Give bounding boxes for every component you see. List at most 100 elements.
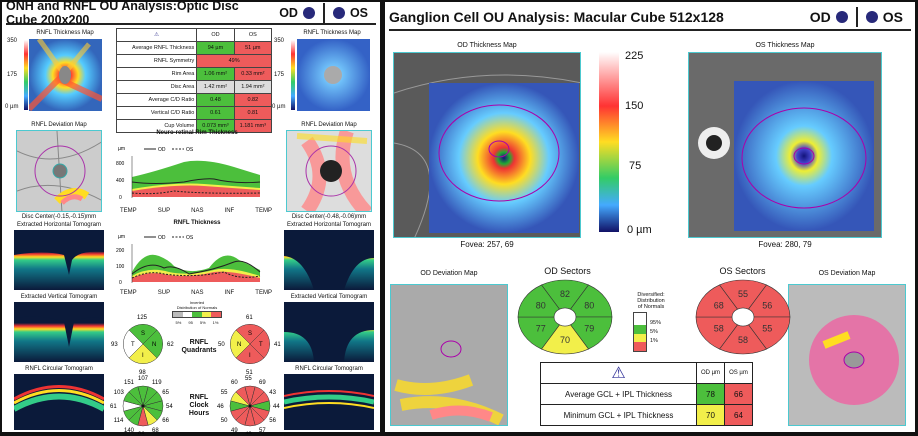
table-row: Cup Volume 0.073 mm³ 1.181 mm³ [115,119,273,133]
legend-od: OD [158,235,166,241]
svg-text:T: T [131,342,135,348]
legend-title-1: Inverted [189,300,205,305]
rnfl-unit: µm [118,234,125,240]
svg-text:T: T [259,342,263,348]
table-row: Minimum GCL + IPL Thickness 70 64 [540,404,753,426]
legend-tick: 5% [175,320,182,325]
legend-title-line: of Normals [637,304,665,310]
scale-max: 350 [274,38,285,44]
od-rnfl-deviation-map [16,130,102,212]
x-tick: TEMP [120,208,137,214]
label-line: RNFL [189,339,209,346]
sector-value: 55 [762,324,772,334]
clock-hour-value: 46 [217,404,224,410]
od-sectors-chart: 82 80 79 70 77 80 [517,279,613,355]
clock-hour-value: 103 [114,390,125,396]
sector-value: 80 [536,301,546,311]
os-quadrant-n-value: 50 [218,342,225,348]
table-row: RNFL Symmetry 49% [115,54,272,68]
label-line: Quadrants [181,347,217,354]
os-scale-bar [291,40,295,110]
clock-hour-value: 69 [259,380,266,386]
legend-title-2: Distribution of Normals [176,305,218,310]
os-rnfl-thickness-map [297,39,370,111]
sector-value: 79 [584,324,594,334]
onh-rnfl-panel: ONH and RNFL OU Analysis:Optic Disc Cube… [2,0,380,434]
clock-hour-value: 61 [110,404,117,410]
sector-value: 68 [714,301,724,311]
os-value: 1.94 mm² [233,80,273,94]
od-eye-icon [835,11,848,23]
svg-text:I: I [142,353,144,359]
sector-top-left [695,284,738,318]
sector-top [719,279,767,310]
svg-text:I: I [249,353,251,359]
scale-225: 225 [625,50,644,62]
left-title: ONH and RNFL OU Analysis:Optic Disc Cube… [6,0,239,27]
od-quadrant-i-value: 98 [139,370,146,376]
os-value: 1.181 mm³ [233,119,273,133]
sector-value: 82 [560,289,570,299]
table-row: Vertical C/D Ratio 0.61 0.81 [115,106,273,120]
onh-parameters-table: ⚠ OD OS Average RNFL Thickness 94 µm 51 µm R… [115,28,273,133]
x-tick: NAS [191,290,204,296]
od-thickness-map-label: RNFL Thickness Map [36,30,94,36]
os-thickness-map-label: RNFL Thickness Map [303,30,361,36]
os-deviation-map-label: OS Deviation Map [818,270,876,277]
sector-bottom-right [570,316,613,350]
od-horizontal-tomogram [14,230,104,290]
od-value: 0.073 mm³ [196,119,235,133]
od-label: OD [809,9,831,25]
clock-hour-value: 65 [162,390,169,396]
row-label: Average RNFL Thickness [115,41,198,55]
os-quadrant-i-value: 51 [246,370,253,376]
x-tick: SUP [157,290,171,296]
clock-hour-value: 43 [269,390,276,396]
legend-title-line: Diversified: [637,292,665,298]
clock-hour-value: 44 [273,404,280,410]
table-row: Rim Area 1.06 mm² 0.33 mm² [115,67,273,81]
normal-band-red [132,185,260,197]
os-horizontal-tomogram-label: Extracted Horizontal Tomogram [287,222,371,228]
od-value: 1.42 mm² [196,80,235,94]
y-tick: 0 [119,280,122,286]
normals-legend-ticks: 5% 95 5% 1% [172,320,222,325]
os-gcl-thickness-map [688,52,882,238]
table-row: Average RNFL Thickness 94 µm 51 µm [115,41,273,55]
clock-hour-value: 55 [221,390,228,396]
x-tick: TEMP [255,208,272,214]
divider [322,3,325,23]
x-tick: SUP [157,208,171,214]
table-row: Average C/D Ratio 0.48 0.82 [115,93,273,107]
y-tick: 400 [116,178,125,184]
rnfl-thickness-chart: µm OD OS 200 100 0 [116,234,261,286]
os-clock-pie: 556943445657494950465560 [217,376,280,434]
rim-thickness-chart: µm OD OS 800 400 0 [116,146,261,201]
row-label: RNFL Symmetry [115,54,198,68]
table-row: Disc Area 1.42 mm² 1.94 mm² [115,80,273,94]
od-quadrant-pie: S N T I 125 93 62 98 [111,315,174,376]
od-quadrant-s-value: 125 [137,315,148,321]
os-value: 0.82 [233,93,273,107]
os-gcl-deviation-map [788,284,906,426]
clock-sector [235,386,251,407]
os-label: OS [882,9,903,25]
clock-sector [128,386,144,407]
os-circular-tomogram [284,374,374,430]
scale-75: 75 [629,160,642,172]
sector-bottom-left [695,316,738,350]
os-circular-tomogram-label: RNFL Circular Tomogram [295,366,363,372]
od-quadrant-n-value: 62 [167,342,174,348]
od-value: 70 [696,404,725,426]
od-disc-center: Disc Center(-0.15,-0.15)mm [21,214,97,220]
os-vertical-tomogram-label: Extracted Vertical Tomogram [290,294,368,300]
row-label: Disc Area [115,80,198,94]
gcl-legend-title: Diversified: Distribution of Normals [625,292,677,310]
y-tick: 100 [116,264,125,270]
clock-hour-value: 50 [221,418,228,424]
os-label: OS [349,6,368,20]
rnfl-clock-hours-label: RNFL Clock Hours [177,394,221,418]
od-value: 94 µm [196,41,235,55]
svg-text:N: N [237,342,241,348]
